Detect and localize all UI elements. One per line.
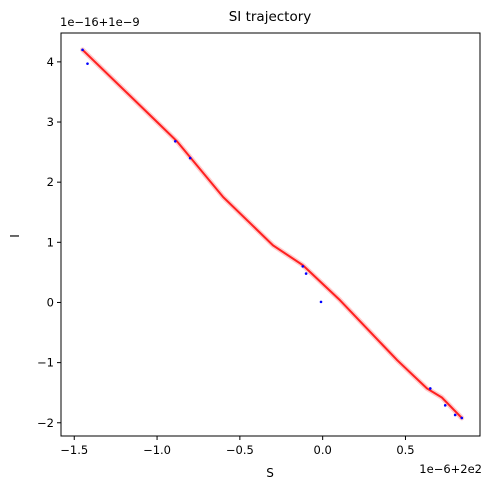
trajectory-point: [86, 62, 89, 65]
trajectory-point: [319, 300, 323, 304]
x-axis: −1.5 −1.0 −0.5 0.0 0.5: [60, 436, 415, 457]
y-tick-label: −2: [37, 416, 54, 430]
y-tick-label: 2: [47, 175, 54, 189]
trajectory-point: [301, 265, 305, 268]
trajectory-line: [81, 49, 463, 419]
y-tick-label: −1: [37, 356, 54, 370]
plot-frame: [60, 32, 481, 437]
chart-title: SI trajectory: [229, 9, 312, 25]
trajectory-point: [81, 48, 84, 52]
x-tick-label: 0.0: [314, 443, 332, 457]
trajectory-point: [460, 416, 464, 420]
y-tick-label: 0: [47, 295, 54, 309]
y-tick-label: 4: [47, 55, 54, 69]
x-axis-label: S: [266, 466, 274, 480]
y-tick-label: 3: [47, 115, 54, 129]
x-tick-label: −1.0: [143, 443, 171, 457]
trajectory-point: [173, 139, 177, 143]
x-tick-label: −0.5: [226, 443, 254, 457]
trajectory-point: [429, 387, 432, 390]
x-tick-label: 0.5: [396, 443, 414, 457]
trajectory-point: [443, 404, 447, 407]
trajectory-point: [453, 413, 457, 417]
y-axis-label: I: [8, 234, 22, 238]
y-offset-text: 1e−16+1e−9: [60, 15, 140, 29]
plot-area: [80, 47, 465, 421]
trajectory-point: [304, 272, 308, 275]
x-tick-label: −1.5: [60, 443, 88, 457]
trajectory-point: [188, 156, 192, 160]
x-offset-text: 1e−6+2e2: [419, 462, 482, 476]
y-axis: −2 −1 0 1 2 3 4: [37, 55, 61, 430]
y-tick-label: 1: [47, 235, 54, 249]
